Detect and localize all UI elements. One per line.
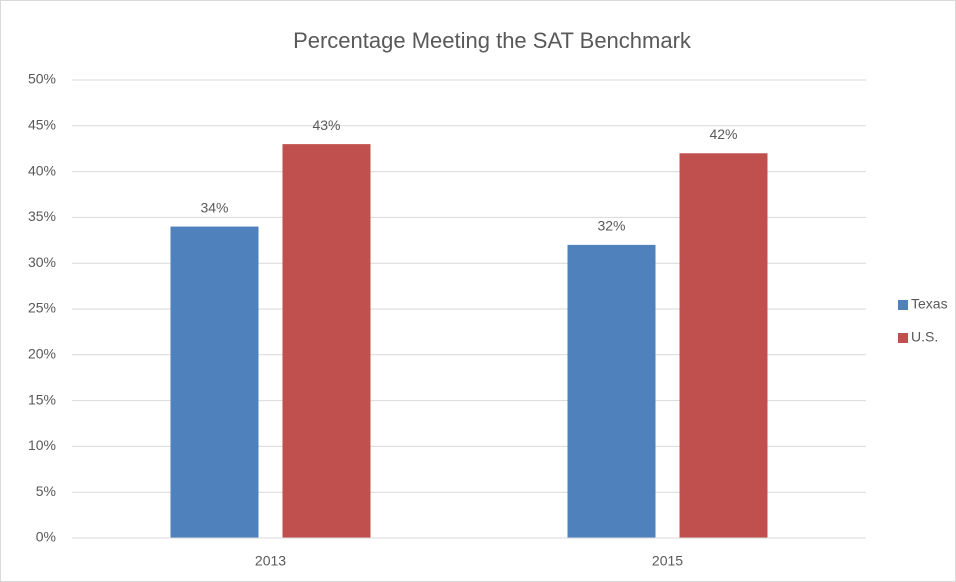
y-tick-label: 20% [28,346,56,362]
y-tick-label: 0% [36,529,56,545]
bar [170,226,259,538]
x-tick-label: 2015 [652,553,683,569]
y-tick-label: 25% [28,300,56,316]
bar [282,144,371,538]
data-label: 42% [709,126,737,142]
y-tick-label: 15% [28,391,56,407]
y-tick-label: 45% [28,117,56,133]
chart-title: Percentage Meeting the SAT Benchmark [293,28,692,53]
legend-swatch [898,333,908,343]
y-tick-label: 10% [28,437,56,453]
data-label: 32% [597,218,625,234]
bar [679,153,768,538]
data-label: 34% [200,199,228,215]
y-tick-label: 40% [28,162,56,178]
legend-label: U.S. [911,329,938,345]
y-tick-label: 5% [36,483,56,499]
y-tick-label: 30% [28,254,56,270]
y-tick-label: 50% [28,71,56,87]
legend-label: Texas [911,296,948,312]
data-label: 43% [312,117,340,133]
legend-swatch [898,300,908,310]
y-tick-label: 35% [28,208,56,224]
x-tick-label: 2013 [255,553,286,569]
bar [567,244,656,538]
